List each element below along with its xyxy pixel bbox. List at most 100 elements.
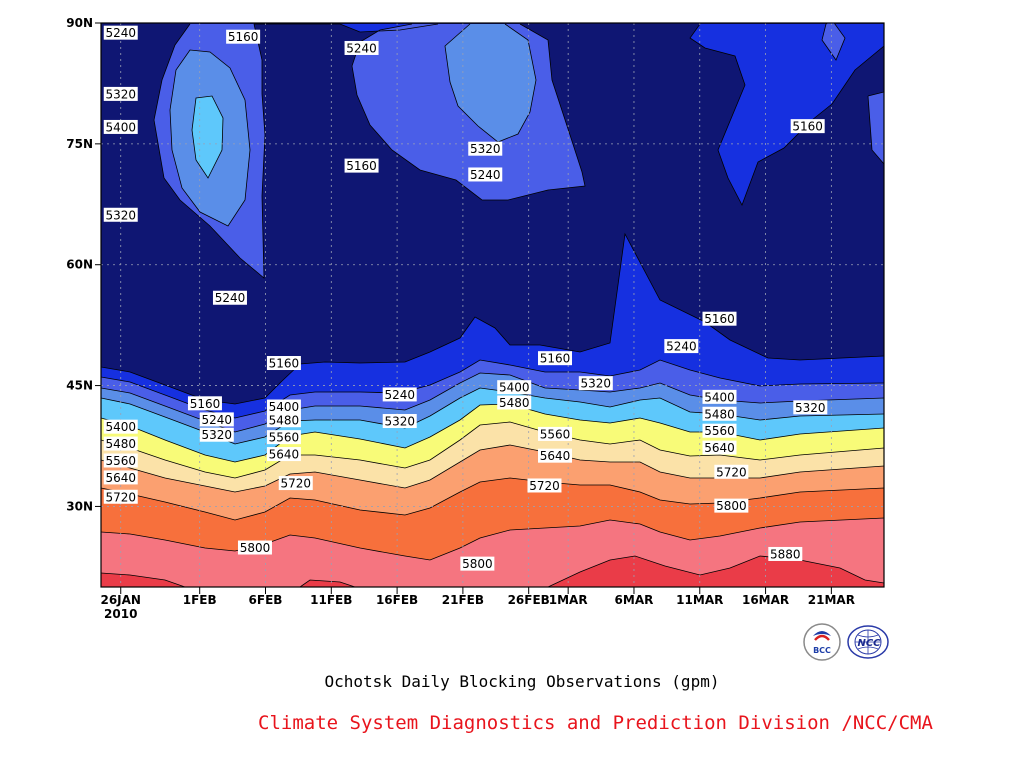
- contour-label-bg: [702, 423, 737, 438]
- x-tick-label: 11MAR: [676, 593, 723, 607]
- contour-label-bg: [226, 29, 261, 44]
- contour-label-text: 5800: [716, 499, 747, 513]
- contour-label: 5160: [790, 119, 825, 134]
- grid: [101, 23, 884, 587]
- ncc-logo-text: NCC: [857, 638, 881, 649]
- contour-label: 5240: [103, 25, 138, 40]
- contour-label: 5320: [199, 427, 234, 442]
- x-tick-label: 6MAR: [615, 593, 654, 607]
- contour-label: 5720: [278, 476, 313, 491]
- contour-label-text: 5320: [105, 87, 136, 101]
- contour-label-text: 5720: [280, 477, 311, 491]
- contour-label-bg: [497, 395, 532, 410]
- band-above-5880: [101, 556, 884, 587]
- x-tick-label: 26JAN: [100, 593, 141, 607]
- contour-label-bg: [714, 498, 749, 513]
- contour-label: 5720: [527, 478, 562, 493]
- contour-label-bg: [266, 356, 301, 371]
- contour-line: [101, 387, 884, 445]
- plot-frame: [100, 22, 885, 588]
- contour-line: [101, 477, 884, 521]
- contour-label-bg: [702, 440, 737, 455]
- contour-label-text: 5480: [105, 437, 136, 451]
- contour-label-text: 5240: [346, 41, 377, 55]
- bcc-logo-text: BCC: [813, 646, 831, 655]
- ncc-logo: NCC: [847, 625, 889, 659]
- contour-label-text: 5560: [269, 431, 300, 445]
- y-tick-label: 75N: [66, 137, 93, 151]
- contour-label-text: 5720: [105, 490, 136, 504]
- contour-label: 5720: [714, 464, 749, 479]
- x-tick-label: 6FEB: [249, 593, 283, 607]
- contour-label: 5320: [468, 141, 503, 156]
- contour-label-bg: [497, 380, 532, 395]
- contour-label-text: 5320: [581, 377, 612, 391]
- contour-label-bg: [199, 412, 234, 427]
- contour-label-bg: [790, 119, 825, 134]
- contour-label-text: 5160: [792, 120, 823, 134]
- contour-label: 5320: [578, 376, 613, 391]
- contour-label-bg: [382, 387, 417, 402]
- contour-label: 5160: [266, 356, 301, 371]
- contour-label-bg: [103, 453, 138, 468]
- contour-label-bg: [768, 546, 803, 561]
- contour-label-text: 5320: [384, 415, 415, 429]
- contour-line: [101, 444, 884, 493]
- contour-line: [101, 555, 884, 587]
- contour-label-text: 5160: [269, 357, 300, 371]
- contour-label: 5560: [538, 426, 573, 441]
- contour-label-bg: [199, 427, 234, 442]
- contour-label: 5240: [212, 290, 247, 305]
- contour-label-text: 5480: [499, 396, 530, 410]
- contour-label: 5160: [702, 311, 737, 326]
- contour-label: 5160: [187, 396, 222, 411]
- contour-label-bg: [460, 556, 495, 571]
- contour-label: 5800: [237, 540, 272, 555]
- contour-label-text: 5400: [704, 390, 735, 404]
- contour-label-bg: [266, 413, 301, 428]
- contour-label-text: 5160: [190, 397, 221, 411]
- contour-label-bg: [538, 448, 573, 463]
- contour-label-bg: [702, 311, 737, 326]
- contour-line: [101, 232, 884, 405]
- contour-label-text: 5240: [666, 340, 697, 354]
- contour-line: [101, 421, 884, 479]
- contour-label: 5480: [266, 413, 301, 428]
- contour-label: 5560: [103, 453, 138, 468]
- contour-label-bg: [664, 339, 699, 354]
- contour-label-bg: [702, 406, 737, 421]
- contour-label-text: 5240: [384, 388, 415, 402]
- contour-label-bg: [538, 426, 573, 441]
- contour-label: 5880: [768, 546, 803, 561]
- contour-label-bg: [103, 470, 138, 485]
- contour-label-text: 5720: [716, 465, 747, 479]
- contour-label-bg: [278, 476, 313, 491]
- contour-label-bg: [527, 478, 562, 493]
- contour-label-bg: [538, 351, 573, 366]
- contour-labels: 5240 5320 5400 5320 5240 5160 5240 5160 5320 5240…: [103, 25, 828, 571]
- contour-label-text: 5560: [540, 427, 571, 441]
- contour-label: 5480: [497, 395, 532, 410]
- contour-label-text: 5640: [269, 448, 300, 462]
- contour-label: 5400: [497, 380, 532, 395]
- contour-label-bg: [578, 376, 613, 391]
- y-tick-label: 45N: [66, 379, 93, 393]
- contour-line: [351, 23, 586, 201]
- credit-text: Climate System Diagnostics and Predictio…: [258, 712, 933, 734]
- contour-label-text: 5640: [540, 449, 571, 463]
- contour-label-text: 5160: [346, 159, 377, 173]
- x-year-label: 2010: [104, 607, 137, 621]
- y-tick-label: 60N: [66, 258, 93, 272]
- contour-label-text: 5480: [269, 414, 300, 428]
- contour-label-bg: [212, 290, 247, 305]
- contour-label-text: 5240: [105, 26, 136, 40]
- contour-label: 5240: [382, 387, 417, 402]
- contour-label-text: 5880: [770, 547, 801, 561]
- contour-label-bg: [103, 119, 138, 134]
- contour-label: 5320: [103, 207, 138, 222]
- contour-label-text: 5800: [240, 541, 271, 555]
- contour-label: 5560: [702, 423, 737, 438]
- x-tick-label: 16MAR: [742, 593, 789, 607]
- x-tick-label: 16FEB: [376, 593, 418, 607]
